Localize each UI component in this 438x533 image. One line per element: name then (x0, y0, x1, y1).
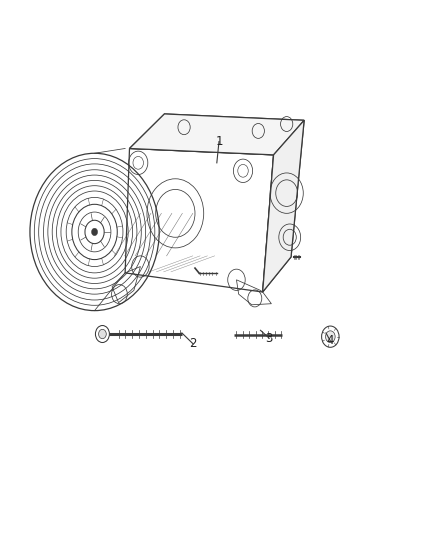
Circle shape (325, 331, 335, 343)
Text: 1: 1 (215, 135, 223, 148)
Text: 4: 4 (327, 334, 334, 348)
Polygon shape (130, 114, 304, 155)
Text: 3: 3 (265, 332, 273, 345)
Polygon shape (130, 114, 304, 155)
Circle shape (99, 329, 106, 338)
Circle shape (92, 228, 98, 236)
Polygon shape (263, 120, 304, 292)
Polygon shape (125, 149, 274, 292)
Polygon shape (263, 120, 304, 292)
Text: 2: 2 (189, 337, 197, 350)
